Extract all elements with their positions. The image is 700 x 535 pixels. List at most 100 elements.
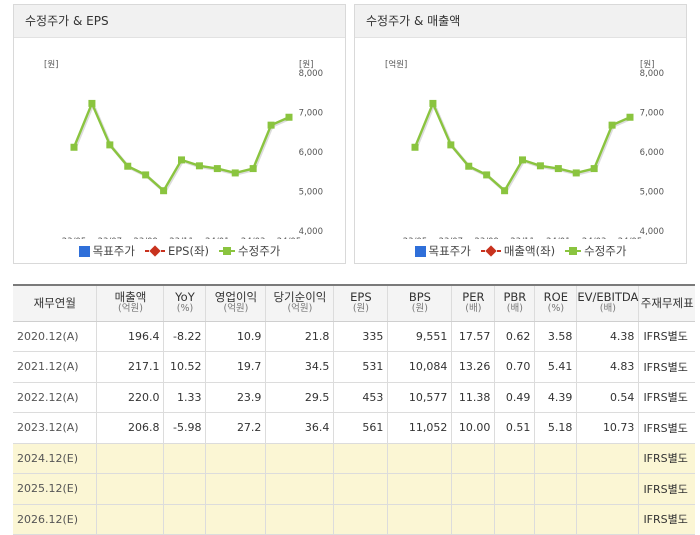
table-header-row: 재무연월 매출액 (억원) YoY (%) 영업이익 (억원) 당기순이익 (억원) EPS (원)… <box>13 284 695 322</box>
legend-sales[interactable]: 매출액(좌) <box>481 243 555 259</box>
y-tick-label: 8,000 <box>640 69 664 79</box>
data-point[interactable] <box>501 187 509 195</box>
data-point[interactable] <box>554 165 562 173</box>
data-point[interactable] <box>626 113 634 121</box>
table-cell: 4.38 <box>576 321 639 352</box>
column-header-label: YoY <box>175 290 195 305</box>
data-point[interactable] <box>519 156 526 164</box>
x-tick-label: 23/07 <box>98 237 123 239</box>
data-point[interactable] <box>572 169 580 177</box>
y-tick-label: 7,000 <box>640 109 664 119</box>
data-point[interactable] <box>249 165 257 173</box>
column-header: PER (배) <box>451 284 495 322</box>
x-tick-label: 23/09 <box>474 237 499 239</box>
table-cell: 23.9 <box>205 382 266 413</box>
table-cell: IFRS별도 <box>638 412 695 444</box>
data-point[interactable] <box>267 121 275 129</box>
column-header-unit: (억원) <box>223 303 249 315</box>
column-header: 주재무제표 <box>638 284 695 322</box>
table-cell <box>96 473 164 505</box>
x-tick-label: 24/03 <box>241 237 266 239</box>
table-cell: 0.51 <box>494 412 535 444</box>
y-tick-label: 7,000 <box>299 109 323 119</box>
table-row: 2022.12(A) 220.0 1.33 23.9 29.5 453 10,577 11.3… <box>13 382 695 413</box>
data-point[interactable] <box>447 141 455 149</box>
data-point[interactable] <box>213 165 221 173</box>
column-header-label: BPS <box>408 290 431 305</box>
data-point[interactable] <box>608 121 616 129</box>
price-line <box>413 100 631 193</box>
legend-target-price[interactable]: 목표주가 <box>414 243 471 259</box>
data-point[interactable] <box>483 171 491 179</box>
table-cell: 206.8 <box>96 412 164 444</box>
period-cell: 2022.12(A) <box>13 382 97 413</box>
x-tick-label: 24/05 <box>618 237 643 239</box>
table-cell <box>333 473 388 505</box>
x-tick-label: 24/05 <box>277 237 302 239</box>
table-cell <box>265 504 334 535</box>
data-point[interactable] <box>106 141 114 149</box>
data-point[interactable] <box>231 169 239 177</box>
data-point[interactable] <box>160 187 168 195</box>
column-header-unit: (억원) <box>118 303 143 315</box>
column-header-unit: (%) <box>547 303 565 315</box>
table-cell <box>576 443 639 474</box>
table-cell: 531 <box>333 351 388 383</box>
table-cell <box>205 473 266 505</box>
column-header-label: PBR <box>503 290 527 305</box>
table-row: 2025.12(E) IFRS별도 <box>13 473 695 505</box>
column-header-unit: (배) <box>506 303 523 315</box>
data-point[interactable] <box>465 162 473 170</box>
table-cell <box>387 504 452 535</box>
table-cell <box>494 443 535 474</box>
table-cell <box>387 473 452 505</box>
column-header-unit: (배) <box>465 303 482 315</box>
eps-chart-panel: 수정주가 & EPS [원] [원] 4,000 5,000 6,000 7,000 8,0… <box>13 4 346 264</box>
data-point[interactable] <box>178 156 185 164</box>
column-header-unit: (원) <box>411 303 428 315</box>
table-body: 2020.12(A) 196.4 -8.22 10.9 21.8 335 9,551 17.5… <box>13 321 695 535</box>
table-cell: 13.26 <box>451 351 495 383</box>
column-header: BPS (원) <box>387 284 452 322</box>
data-point[interactable] <box>429 99 437 107</box>
legend-adjusted-price[interactable]: 수정주가 <box>219 243 280 259</box>
table-cell <box>534 443 577 474</box>
table-cell: 10.52 <box>163 351 206 383</box>
x-tick-label: 23/11 <box>169 237 194 239</box>
data-point[interactable] <box>88 99 96 107</box>
column-header: 당기순이익 (억원) <box>265 284 334 322</box>
table-cell <box>576 504 639 535</box>
data-point[interactable] <box>70 143 78 151</box>
legend-target-price[interactable]: 목표주가 <box>78 243 135 259</box>
blue-square-icon <box>78 245 90 257</box>
table-cell: 3.58 <box>534 321 577 352</box>
table-cell <box>163 473 206 505</box>
table-cell: 5.41 <box>534 351 577 383</box>
data-point[interactable] <box>590 165 598 173</box>
column-header: ROE (%) <box>534 284 577 322</box>
column-header-label: EPS <box>350 290 372 305</box>
table-cell: IFRS별도 <box>638 443 695 474</box>
period-cell: 2021.12(A) <box>13 351 97 383</box>
x-tick-label: 24/01 <box>205 237 230 239</box>
y-tick-label: 8,000 <box>299 69 323 79</box>
period-cell: 2025.12(E) <box>13 473 97 505</box>
period-cell: 2026.12(E) <box>13 504 97 535</box>
data-point[interactable] <box>285 113 293 121</box>
table-cell: 10.73 <box>576 412 639 444</box>
table-cell: 36.4 <box>265 412 334 444</box>
data-point[interactable] <box>411 143 419 151</box>
data-point[interactable] <box>195 162 203 170</box>
table-row: 2024.12(E) IFRS별도 <box>13 443 695 474</box>
panel-title: 수정주가 & 매출액 <box>355 5 686 38</box>
price-line <box>72 100 290 193</box>
column-header: EPS (원) <box>333 284 388 322</box>
legend-adjusted-price[interactable]: 수정주가 <box>565 243 626 259</box>
table-cell: 10.9 <box>205 321 266 352</box>
table-cell: IFRS별도 <box>638 321 695 352</box>
data-point[interactable] <box>536 162 544 170</box>
data-point[interactable] <box>124 162 132 170</box>
legend-eps[interactable]: EPS(좌) <box>145 243 209 259</box>
table-cell <box>333 443 388 474</box>
data-point[interactable] <box>142 171 150 179</box>
